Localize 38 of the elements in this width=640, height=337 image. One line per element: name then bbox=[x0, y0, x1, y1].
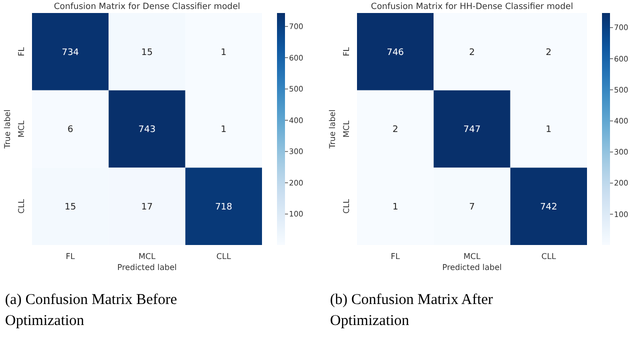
data-label: 1 bbox=[546, 125, 552, 136]
data-label: 2 bbox=[392, 125, 398, 136]
data-label: 746 bbox=[386, 48, 404, 58]
text: (a) Confusion Matrix Before Optimization bbox=[5, 292, 178, 329]
y-tick-label: FL bbox=[342, 46, 351, 56]
y-tick-label: CLL bbox=[17, 198, 26, 214]
data-label: 6 bbox=[67, 125, 74, 136]
x-axis-title: Predicted label bbox=[442, 263, 502, 272]
data-label: 2 bbox=[469, 48, 475, 58]
x-tick-label: MCL bbox=[138, 252, 156, 261]
data-label: 15 bbox=[141, 48, 153, 58]
x-axis-title: Predicted label bbox=[117, 263, 177, 272]
chart-title: Confusion Matrix for HH-Dense Classifier model bbox=[370, 2, 574, 12]
data-label: 747 bbox=[463, 125, 481, 136]
y-tick-label: MCL bbox=[17, 120, 26, 138]
y-tick-label: FL bbox=[17, 46, 26, 56]
y-axis-title: True label bbox=[328, 110, 337, 150]
x-tick-label: CLL bbox=[541, 252, 556, 261]
y-axis-title: True label bbox=[3, 110, 12, 150]
x-tick-label: CLL bbox=[216, 252, 232, 261]
y-tick-label: CLL bbox=[342, 198, 351, 214]
x-tick-label: FL bbox=[66, 252, 76, 261]
data-label: 15 bbox=[64, 202, 76, 212]
data-label: 742 bbox=[540, 202, 558, 212]
data-label: 1 bbox=[392, 202, 398, 212]
data-label: 17 bbox=[141, 202, 153, 212]
data-label: 1 bbox=[220, 48, 227, 58]
text: (b) Confusion Matrix After Optimization bbox=[330, 292, 493, 329]
data-label: 1 bbox=[220, 125, 227, 136]
y-tick-label: MCL bbox=[342, 120, 351, 138]
x-tick-label: FL bbox=[390, 252, 400, 261]
x-tick-label: MCL bbox=[464, 252, 482, 261]
data-label: 2 bbox=[546, 48, 552, 58]
data-label: 7 bbox=[469, 202, 475, 212]
data-label: 734 bbox=[62, 48, 80, 58]
chart-title: Confusion Matrix for Dense Classifier model bbox=[54, 2, 240, 12]
data-label: 718 bbox=[215, 202, 233, 212]
data-label: 743 bbox=[138, 125, 156, 136]
